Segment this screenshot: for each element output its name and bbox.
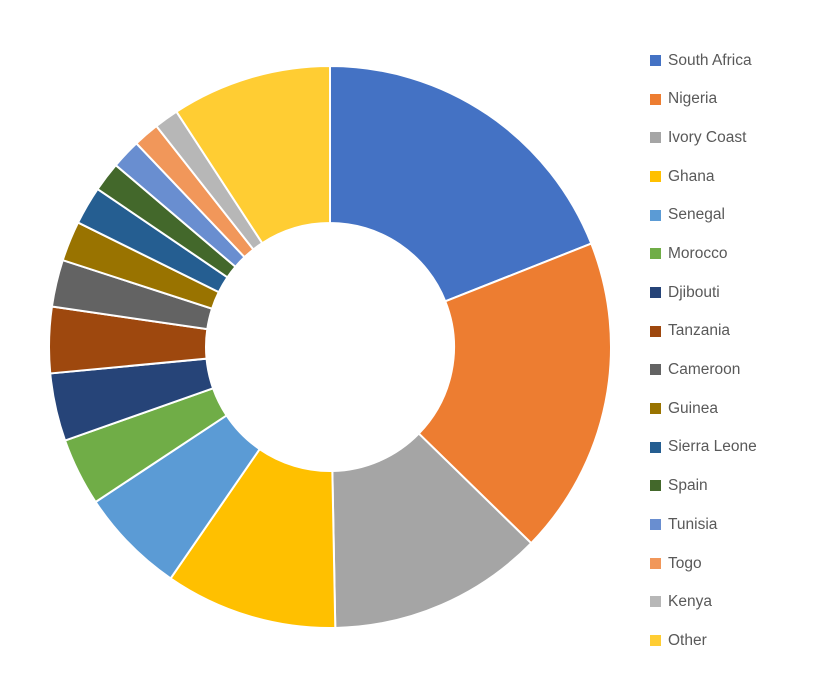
legend-item-togo: Togo	[650, 544, 757, 583]
legend-swatch-icon	[650, 557, 661, 569]
legend-item-kenya: Kenya	[650, 583, 757, 622]
legend-item-guinea: Guinea	[650, 389, 757, 428]
legend-label: Spain	[668, 477, 708, 495]
legend-item-ivory-coast: Ivory Coast	[650, 118, 757, 157]
legend-label: Ghana	[668, 167, 715, 185]
legend-label: Togo	[668, 554, 702, 572]
legend-swatch-icon	[650, 441, 661, 453]
legend-item-djibouti: Djibouti	[650, 273, 757, 312]
legend-swatch-icon	[650, 325, 661, 337]
legend-swatch-icon	[650, 480, 661, 492]
legend-item-morocco: Morocco	[650, 234, 757, 273]
legend-item-spain: Spain	[650, 467, 757, 506]
legend-swatch-icon	[650, 635, 661, 647]
legend-swatch-icon	[650, 596, 661, 608]
legend-item-senegal: Senegal	[650, 196, 757, 235]
legend-swatch-icon	[650, 93, 661, 105]
legend-item-cameroon: Cameroon	[650, 351, 757, 390]
legend-swatch-icon	[650, 286, 661, 298]
legend-label: Other	[668, 631, 707, 649]
chart-legend: South Africa Nigeria Ivory Coast Ghana Seneg…	[650, 41, 757, 660]
legend-item-ghana: Ghana	[650, 157, 757, 196]
legend-swatch-icon	[650, 248, 661, 260]
legend-label: Nigeria	[668, 90, 718, 108]
legend-item-other: Other	[650, 621, 757, 660]
legend-item-nigeria: Nigeria	[650, 80, 757, 119]
slice-other	[175, 64, 331, 245]
legend-item-tanzania: Tanzania	[650, 312, 757, 351]
legend-swatch-icon	[650, 54, 661, 66]
legend-label: Ivory Coast	[668, 128, 747, 146]
legend-item-south-africa: South Africa	[650, 41, 757, 80]
legend-label: Cameroon	[668, 361, 741, 379]
legend-swatch-icon	[650, 132, 661, 144]
legend-swatch-icon	[650, 364, 661, 376]
legend-item-sierra-leone: Sierra Leone	[650, 428, 757, 467]
slice-south-africa	[329, 64, 593, 303]
legend-label: Guinea	[668, 399, 718, 417]
slice-nigeria	[417, 242, 612, 545]
legend-label: Tanzania	[668, 322, 731, 340]
legend-label: Djibouti	[668, 283, 720, 301]
legend-label: South Africa	[668, 51, 752, 69]
legend-label: Sierra Leone	[668, 438, 757, 456]
legend-label: Morocco	[668, 245, 728, 263]
slice-ivory-coast	[331, 432, 533, 629]
legend-swatch-icon	[650, 403, 661, 415]
legend-swatch-icon	[650, 209, 661, 221]
legend-item-tunisia: Tunisia	[650, 505, 757, 544]
legend-swatch-icon	[650, 170, 661, 182]
legend-swatch-icon	[650, 519, 661, 531]
legend-label: Kenya	[668, 593, 712, 611]
legend-label: Senegal	[668, 206, 725, 224]
legend-label: Tunisia	[668, 515, 718, 533]
